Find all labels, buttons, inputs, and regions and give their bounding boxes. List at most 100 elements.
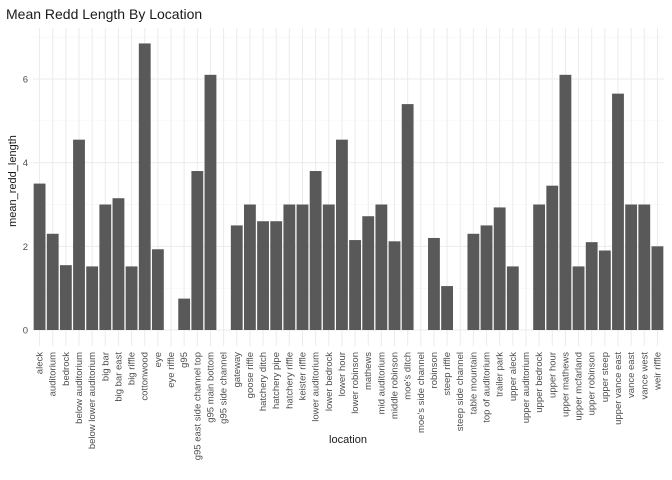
x-tick-label: lower robinson	[350, 352, 361, 414]
bar	[533, 204, 546, 330]
y-axis-title: mean_redd_length	[7, 135, 19, 227]
bar	[559, 74, 572, 330]
x-tick-label: lower bedrock	[324, 352, 335, 411]
x-axis-ticks: aleck auditorium bedrock below auditorium be…	[35, 352, 664, 461]
bar	[46, 233, 59, 330]
x-tick-label: g95 east side channel top	[192, 352, 203, 460]
x-tick-label: eye riffle	[166, 352, 177, 388]
bar	[638, 204, 651, 330]
bar	[243, 204, 256, 330]
x-tick-label: g95 side channel	[219, 352, 230, 424]
x-tick-label: cottonwood	[140, 352, 151, 401]
x-tick-label: robinson	[429, 352, 440, 388]
x-axis-title: location	[329, 434, 367, 446]
x-tick-label: steep side channel	[455, 352, 466, 431]
x-tick-label: upper robinson	[587, 352, 598, 415]
x-tick-label: lower hour	[337, 352, 348, 396]
bar	[99, 204, 112, 330]
x-tick-label: upper bedrock	[534, 352, 545, 413]
y-tick-label: 4	[23, 158, 28, 169]
x-tick-label: upper mathews	[560, 352, 571, 417]
bar	[506, 266, 519, 330]
bar	[283, 204, 296, 330]
x-tick-label: below lower auditorium	[87, 352, 98, 449]
bar	[270, 221, 283, 330]
x-tick-label: top of auditorium	[482, 352, 493, 423]
x-tick-label: upper hour	[547, 352, 558, 398]
y-axis-ticks: 0 2 4 6	[23, 75, 28, 337]
x-tick-label: upper mcfarland	[574, 352, 585, 421]
bar	[480, 225, 493, 330]
x-tick-label: upper auditorium	[521, 352, 532, 423]
bar	[493, 207, 506, 330]
x-tick-label: weir riffle	[652, 352, 663, 391]
bar	[151, 249, 164, 330]
x-tick-label: moe's ditch	[403, 352, 414, 400]
bar	[401, 104, 414, 330]
bar	[651, 246, 664, 330]
x-tick-label: goose riffle	[245, 352, 256, 398]
x-tick-label: middle robinson	[390, 352, 401, 419]
bar	[296, 204, 309, 330]
y-tick-label: 6	[23, 75, 28, 86]
bar	[428, 237, 440, 330]
bar	[125, 266, 138, 330]
x-tick-label: table mountain	[468, 352, 479, 414]
bar	[191, 171, 204, 330]
x-tick-label: auditorium	[48, 352, 59, 396]
bar	[204, 74, 217, 330]
bar	[33, 183, 46, 330]
x-tick-label: steep riffle	[442, 352, 453, 396]
x-tick-label: vance west	[639, 352, 650, 400]
bar	[257, 221, 269, 330]
bar	[546, 185, 559, 330]
x-tick-label: vance east	[626, 352, 637, 398]
bar	[585, 242, 598, 330]
bar	[625, 204, 638, 330]
bar	[467, 233, 480, 330]
bar	[362, 216, 375, 330]
bar	[59, 265, 72, 330]
bar	[230, 225, 243, 330]
chart-title: Mean Redd Length By Location	[6, 6, 202, 22]
bar	[322, 204, 335, 330]
x-tick-label: mathews	[363, 352, 374, 390]
x-tick-label: hatchery riffle	[284, 352, 295, 409]
y-tick-label: 2	[23, 242, 28, 253]
x-tick-label: g95	[179, 352, 190, 368]
x-tick-label: bedrock	[61, 352, 72, 386]
bar	[598, 250, 611, 330]
bar	[86, 266, 99, 330]
x-tick-label: eye	[153, 352, 164, 367]
x-tick-label: keister riffle	[297, 352, 308, 400]
x-tick-label: below auditorium	[74, 352, 85, 424]
bar	[349, 240, 361, 330]
x-tick-label: hatchery ditch	[258, 352, 269, 411]
x-tick-label: moe's side channel	[416, 352, 427, 433]
bar	[112, 198, 125, 330]
x-tick-label: big bar	[100, 352, 111, 381]
bars	[33, 43, 664, 331]
x-tick-label: big bar east	[113, 352, 124, 402]
bar	[73, 139, 85, 330]
bar	[388, 241, 401, 330]
bar	[375, 204, 388, 330]
x-tick-label: upper aleck	[508, 352, 519, 401]
y-tick-label: 0	[23, 326, 28, 337]
x-tick-label: trailer park	[495, 352, 506, 397]
x-tick-label: big riffle	[127, 352, 138, 385]
bar	[336, 139, 348, 330]
x-tick-label: gateway	[232, 352, 243, 388]
x-tick-label: aleck	[35, 352, 46, 374]
bar	[309, 171, 322, 330]
x-tick-label: hatchery pipe	[271, 352, 282, 409]
x-tick-label: upper vance east	[613, 352, 624, 425]
bar	[441, 286, 454, 330]
bar	[138, 43, 151, 331]
x-tick-label: upper steep	[600, 352, 611, 402]
x-tick-label: mid auditorium	[376, 352, 387, 414]
x-tick-label: g95 main bottom	[205, 352, 216, 423]
bar	[612, 93, 624, 331]
x-tick-label: lower auditorium	[311, 352, 322, 422]
